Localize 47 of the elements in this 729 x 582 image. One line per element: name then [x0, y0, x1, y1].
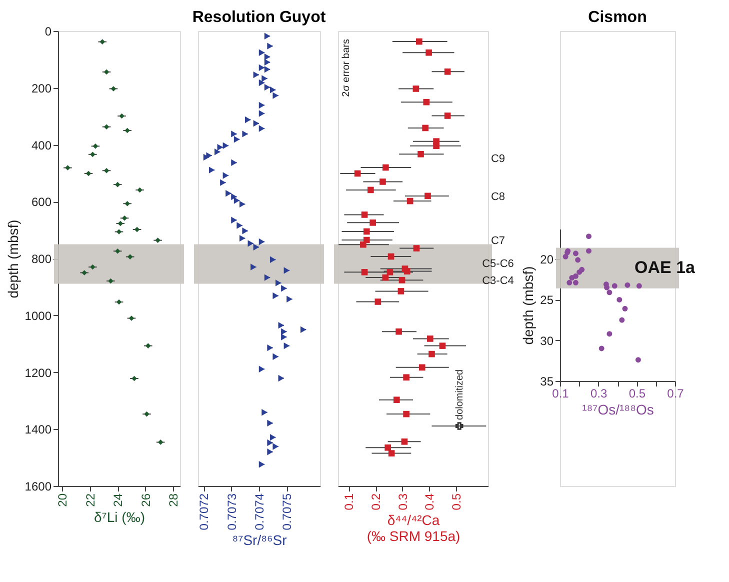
- annotation: C3-C4: [482, 275, 514, 287]
- y-tick-label: 1600: [24, 480, 52, 494]
- x-tick-label: 0.3: [590, 386, 608, 400]
- x-tick-label: 0.7073: [224, 493, 239, 530]
- y-tick-label: 30: [540, 334, 554, 348]
- annotation: 2σ error bars: [341, 39, 352, 97]
- y-tick-label: 1200: [24, 366, 52, 380]
- y-tick-label: 800: [31, 252, 52, 266]
- text: C9: [490, 153, 506, 165]
- chart-title: Resolution Guyot: [192, 9, 326, 26]
- text: dolomitized: [454, 369, 466, 420]
- x-tick-label: 0.2: [369, 493, 383, 510]
- y-tick-label: 1400: [24, 422, 52, 437]
- y-axis-title: depth (mbsf): [4, 220, 21, 298]
- x-tick-label: 0.1: [552, 386, 570, 400]
- x-tick-label: 22: [83, 493, 98, 507]
- x-tick-label: 0.7075: [280, 493, 294, 530]
- y-tick-label: 20: [540, 252, 554, 267]
- x-tick-label: 0.5: [628, 386, 646, 400]
- x-axis-title: δ⁷Li (‰): [94, 508, 145, 525]
- x-tick-label: 0.7: [667, 386, 684, 400]
- x-tick-label: 0.3: [396, 493, 410, 510]
- annotation: C5-C6: [482, 258, 514, 270]
- y-tick-label: 600: [31, 195, 52, 210]
- x-tick-label: 28: [166, 493, 181, 507]
- x-tick-label: 0.4: [422, 493, 437, 510]
- x-tick-label: 26: [138, 493, 153, 507]
- y-axis-title: depth (mbsf): [520, 266, 536, 345]
- text: C8: [490, 191, 506, 203]
- y-tick-label: 0: [44, 24, 52, 38]
- x-axis-title: δ⁴⁴/⁴²Ca (‰ SRM 915a): [366, 512, 460, 544]
- y-tick-label: 25: [540, 293, 554, 308]
- x-tick-label: 0.5: [449, 493, 464, 510]
- x-axis-title: ⁸⁷Sr/⁸⁶Sr: [232, 532, 288, 548]
- band-label: OAE 1a: [634, 258, 696, 278]
- x-tick-label: 20: [56, 493, 70, 507]
- y-tick-label: 1000: [24, 308, 52, 323]
- chart-title: Cismon: [588, 9, 647, 26]
- y-tick-label: 400: [31, 138, 52, 152]
- y-tick-label: 35: [540, 374, 554, 388]
- y-tick-label: 200: [31, 81, 52, 96]
- x-tick-label: 0.7074: [252, 493, 266, 530]
- x-tick-label: 0.7072: [197, 493, 212, 530]
- x-axis-title: ¹⁸⁷Os/¹⁸⁸Os: [582, 402, 654, 418]
- x-tick-label: 0.1: [342, 493, 356, 510]
- text: C7: [490, 235, 506, 247]
- x-tick-label: 24: [111, 493, 126, 507]
